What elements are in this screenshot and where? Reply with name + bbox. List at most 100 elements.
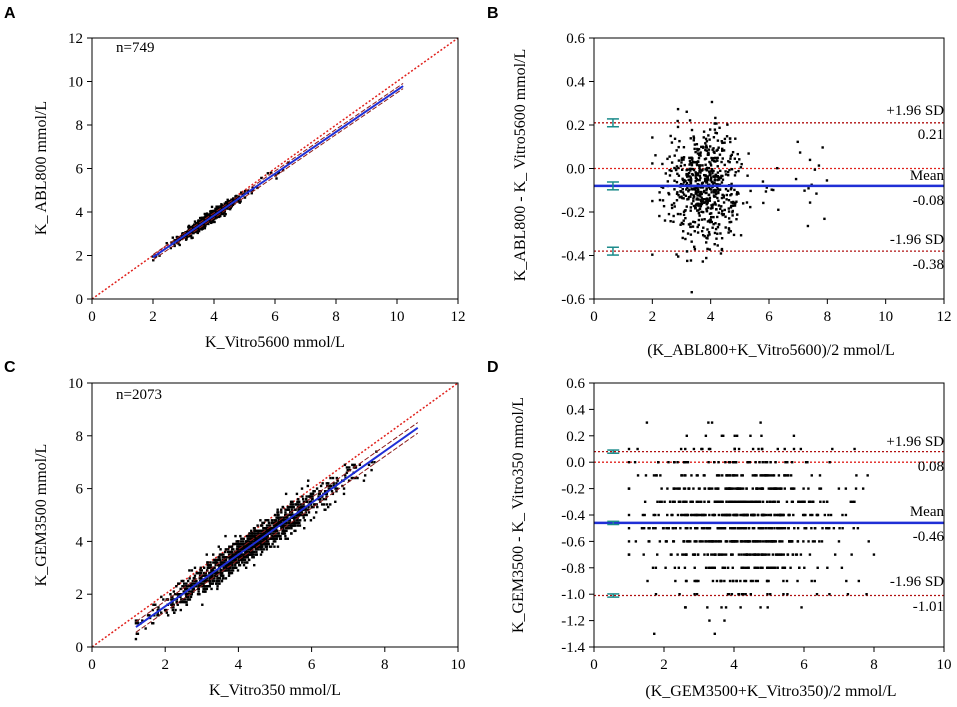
data-point bbox=[685, 579, 688, 583]
data-point bbox=[198, 593, 201, 596]
data-point bbox=[329, 484, 333, 488]
data-point bbox=[698, 168, 701, 171]
data-point bbox=[230, 569, 233, 572]
data-point bbox=[753, 553, 756, 556]
data-point bbox=[627, 487, 631, 490]
data-point bbox=[677, 159, 681, 162]
data-point bbox=[678, 593, 681, 596]
data-point bbox=[330, 490, 334, 493]
data-point bbox=[214, 217, 217, 220]
data-point bbox=[190, 582, 194, 585]
data-point bbox=[277, 511, 280, 514]
data-point bbox=[703, 218, 706, 221]
data-point bbox=[725, 474, 728, 477]
data-point bbox=[343, 463, 347, 467]
data-point bbox=[729, 220, 733, 224]
data-point bbox=[266, 529, 269, 533]
data-point bbox=[669, 500, 672, 503]
data-point bbox=[291, 516, 294, 519]
data-point bbox=[208, 213, 211, 216]
data-point bbox=[181, 232, 185, 235]
data-point bbox=[689, 137, 692, 140]
data-point bbox=[759, 474, 762, 477]
data-point bbox=[708, 487, 711, 490]
data-point bbox=[261, 521, 264, 525]
data-point bbox=[260, 545, 263, 548]
data-point bbox=[253, 532, 257, 535]
data-point bbox=[789, 487, 793, 490]
data-point bbox=[217, 545, 220, 548]
data-point bbox=[712, 147, 715, 150]
data-point bbox=[686, 173, 689, 177]
data-point bbox=[819, 487, 823, 490]
data-point bbox=[675, 487, 679, 490]
data-point bbox=[741, 487, 745, 490]
data-point bbox=[643, 500, 647, 503]
data-point bbox=[727, 500, 731, 503]
data-point bbox=[276, 508, 279, 511]
data-point bbox=[684, 447, 687, 451]
data-point bbox=[293, 524, 297, 527]
data-point bbox=[290, 505, 293, 509]
data-point bbox=[231, 563, 234, 567]
data-point bbox=[682, 230, 685, 233]
data-point bbox=[306, 508, 310, 511]
data-point bbox=[761, 527, 765, 530]
data-point bbox=[713, 175, 716, 179]
data-point bbox=[731, 150, 735, 154]
data-point bbox=[808, 201, 812, 204]
data-point bbox=[682, 500, 686, 503]
data-point bbox=[697, 156, 701, 160]
data-point bbox=[246, 550, 249, 554]
data-point bbox=[683, 487, 687, 490]
data-point bbox=[199, 569, 202, 572]
data-point bbox=[695, 540, 698, 543]
data-point bbox=[170, 603, 173, 606]
data-point bbox=[299, 511, 303, 514]
data-point bbox=[838, 527, 841, 530]
data-point bbox=[336, 487, 339, 490]
data-point bbox=[222, 561, 225, 564]
data-point bbox=[154, 603, 157, 606]
data-point bbox=[668, 174, 672, 177]
panel-c-points bbox=[134, 422, 419, 641]
data-point bbox=[707, 421, 710, 424]
y-tick-label: 0 bbox=[76, 292, 84, 308]
data-point bbox=[763, 553, 766, 556]
data-point bbox=[266, 534, 269, 538]
data-point bbox=[751, 527, 755, 530]
data-point bbox=[246, 542, 249, 546]
data-point bbox=[728, 474, 731, 477]
data-point bbox=[332, 482, 335, 485]
data-point bbox=[706, 201, 709, 204]
data-point bbox=[209, 579, 212, 583]
data-point bbox=[278, 537, 282, 540]
data-point bbox=[760, 553, 763, 556]
data-point bbox=[209, 577, 213, 580]
data-point bbox=[260, 176, 263, 180]
data-point bbox=[243, 189, 247, 193]
data-point bbox=[273, 545, 276, 548]
data-point bbox=[694, 205, 697, 209]
data-point bbox=[739, 540, 743, 543]
data-point bbox=[284, 537, 287, 540]
data-point bbox=[682, 146, 686, 149]
y-tick-label: 6 bbox=[76, 162, 84, 178]
data-point bbox=[857, 579, 861, 583]
data-point bbox=[710, 100, 714, 104]
data-point bbox=[657, 461, 660, 464]
data-point bbox=[351, 463, 354, 467]
data-point bbox=[274, 540, 277, 543]
data-point bbox=[176, 603, 179, 606]
data-point bbox=[729, 540, 732, 543]
data-point bbox=[734, 171, 737, 174]
data-point bbox=[151, 622, 154, 625]
data-point bbox=[673, 179, 676, 182]
data-point bbox=[666, 157, 669, 161]
data-point bbox=[285, 527, 288, 530]
data-point bbox=[308, 495, 312, 498]
data-point bbox=[671, 513, 674, 517]
data-point bbox=[710, 204, 713, 207]
data-point bbox=[704, 142, 707, 145]
panel-d-upper-label: +1.96 SD bbox=[886, 434, 944, 450]
